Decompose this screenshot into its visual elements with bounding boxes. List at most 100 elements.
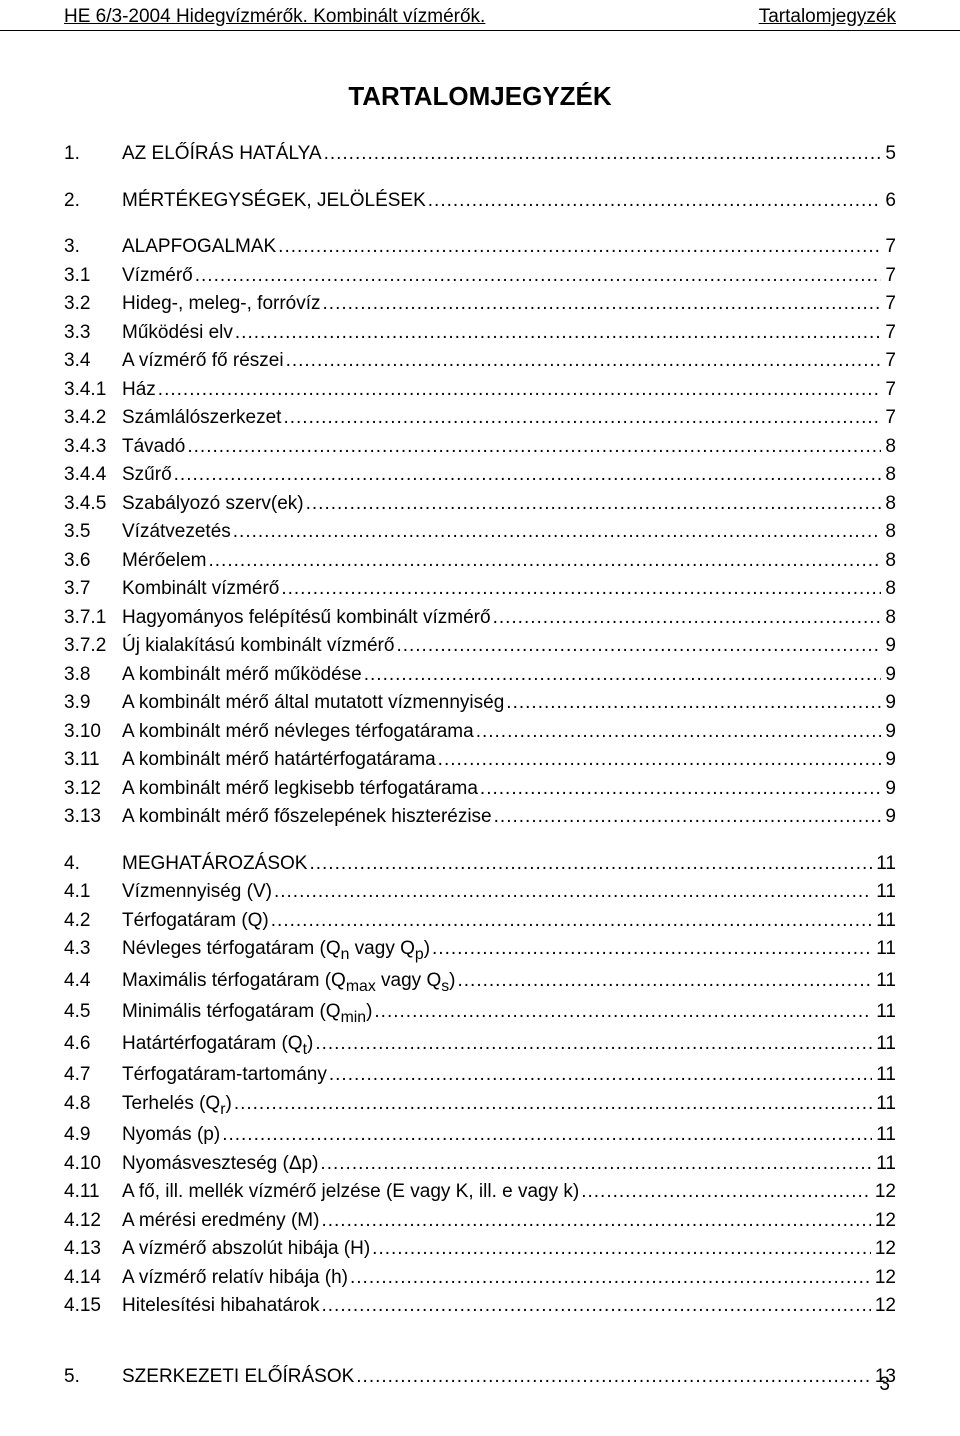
toc-entry: 3.7.1Hagyományos felépítésű kombinált ví… [64,604,896,633]
toc-page: 11 [874,850,896,879]
toc-dots [208,547,881,576]
toc-page: 8 [883,461,896,490]
toc-number: 4.1 [64,878,122,907]
toc-entry: 4.1Vízmennyiség (V)11 [64,878,896,907]
toc-dots [222,1121,872,1150]
toc-entry: 3.7Kombinált vízmérő8 [64,575,896,604]
toc-number: 3.7 [64,575,122,604]
toc-page: 11 [874,1090,896,1119]
toc-page: 5 [883,140,896,169]
toc-entry: 4.11A fő, ill. mellék vízmérő jelzése (E… [64,1178,896,1207]
toc-entry: 3.4A vízmérő fő részei7 [64,347,896,376]
toc-label: A kombinált mérő működése [122,661,362,690]
toc-label: Ház [122,376,156,405]
toc-page: 7 [883,404,896,433]
toc-number: 3. [64,233,122,262]
toc-dots [281,575,881,604]
toc-entry: 3.4.5Szabályozó szerv(ek)8 [64,490,896,519]
toc-page: 12 [873,1207,896,1236]
toc-number: 4.12 [64,1207,122,1236]
toc-number: 3.9 [64,689,122,718]
toc-number: 4.10 [64,1150,122,1179]
toc-page: 7 [883,262,896,291]
toc-page: 11 [874,967,896,996]
toc-page: 7 [883,376,896,405]
toc-entry: 1.AZ ELŐÍRÁS HATÁLYA5 [64,140,896,169]
toc-number: 4.14 [64,1264,122,1293]
toc-page: 12 [873,1292,896,1321]
toc-number: 3.7.2 [64,632,122,661]
toc-number: 1. [64,140,122,169]
toc-dots [324,140,882,169]
toc-page: 11 [874,878,896,907]
toc-number: 4.6 [64,1030,122,1059]
toc-entry: 4.12A mérési eredmény (M)12 [64,1207,896,1236]
toc-dots [187,433,881,462]
toc-label: A kombinált mérő határtérfogatárama [122,746,436,775]
toc-dots [174,461,882,490]
toc-label: Működési elv [122,319,233,348]
toc-number: 3.4.3 [64,433,122,462]
toc-entry: 3.2Hideg-, meleg-, forróvíz7 [64,290,896,319]
toc-label: Névleges térfogatáram (Qn vagy Qp) [122,935,430,967]
toc-number: 3.8 [64,661,122,690]
toc-page: 9 [883,689,896,718]
toc-page: 11 [874,1030,896,1059]
toc-page: 11 [874,1121,896,1150]
toc-entry: 3.10A kombinált mérő névleges térfogatár… [64,718,896,747]
toc-number: 3.12 [64,775,122,804]
toc-number: 3.10 [64,718,122,747]
toc-number: 3.4.2 [64,404,122,433]
toc-label: Hagyományos felépítésű kombinált vízmérő [122,604,491,633]
page-header: HE 6/3-2004 Hidegvízmérők. Kombinált víz… [0,0,960,31]
toc-number: 2. [64,187,122,216]
toc-entry: 3.13A kombinált mérő főszelepének hiszte… [64,803,896,832]
toc-label: Vízmérő [122,262,193,291]
toc-number: 4.4 [64,967,122,996]
toc-dots [480,775,882,804]
toc-page: 9 [883,632,896,661]
toc-dots [283,404,881,433]
toc-entry: 3.1Vízmérő7 [64,262,896,291]
table-of-contents: 1.AZ ELŐÍRÁS HATÁLYA52.MÉRTÉKEGYSÉGEK, J… [64,140,896,1391]
toc-label: Távadó [122,433,185,462]
toc-page: 8 [883,518,896,547]
content-area: TARTALOMJEGYZÉK 1.AZ ELŐÍRÁS HATÁLYA52.M… [0,31,960,1391]
toc-label: Nyomás (p) [122,1121,220,1150]
toc-entry: 4.10Nyomásveszteség (Δp)11 [64,1150,896,1179]
toc-entry: 4.9Nyomás (p) 11 [64,1121,896,1150]
toc-number: 3.3 [64,319,122,348]
toc-entry: 3.4.3Távadó8 [64,433,896,462]
toc-page: 9 [883,661,896,690]
toc-page: 9 [883,775,896,804]
toc-label: A kombinált mérő által mutatott vízmenny… [122,689,504,718]
toc-dots [494,803,882,832]
toc-entry: 4.13A vízmérő abszolút hibája (H)12 [64,1235,896,1264]
toc-dots [457,967,872,996]
toc-label: Terhelés (Qr) [122,1090,232,1122]
toc-entry: 4.8Terhelés (Qr) 11 [64,1090,896,1122]
toc-label: Szabályozó szerv(ek) [122,490,304,519]
toc-number: 4.8 [64,1090,122,1119]
toc-number: 3.7.1 [64,604,122,633]
toc-page: 7 [883,290,896,319]
toc-dots [493,604,882,633]
toc-dots [476,718,882,747]
toc-page: 6 [883,187,896,216]
toc-number: 4.9 [64,1121,122,1150]
toc-dots [320,1150,872,1179]
toc-entry: 5.SZERKEZETI ELŐÍRÁSOK13 [64,1363,896,1392]
toc-label: Vízátvezetés [122,518,231,547]
toc-page: 12 [873,1178,896,1207]
toc-entry: 3.5Vízátvezetés8 [64,518,896,547]
toc-dots [306,490,882,519]
toc-dots [309,850,872,879]
toc-dots [315,1030,872,1059]
toc-entry: 4.MEGHATÁROZÁSOK11 [64,850,896,879]
toc-page: 7 [883,319,896,348]
toc-entry: 3.4.4Szűrő8 [64,461,896,490]
toc-entry: 4.15Hitelesítési hibahatárok12 [64,1292,896,1321]
toc-dots [428,187,882,216]
toc-dots [356,1363,871,1392]
toc-label: A vízmérő abszolút hibája (H) [122,1235,370,1264]
